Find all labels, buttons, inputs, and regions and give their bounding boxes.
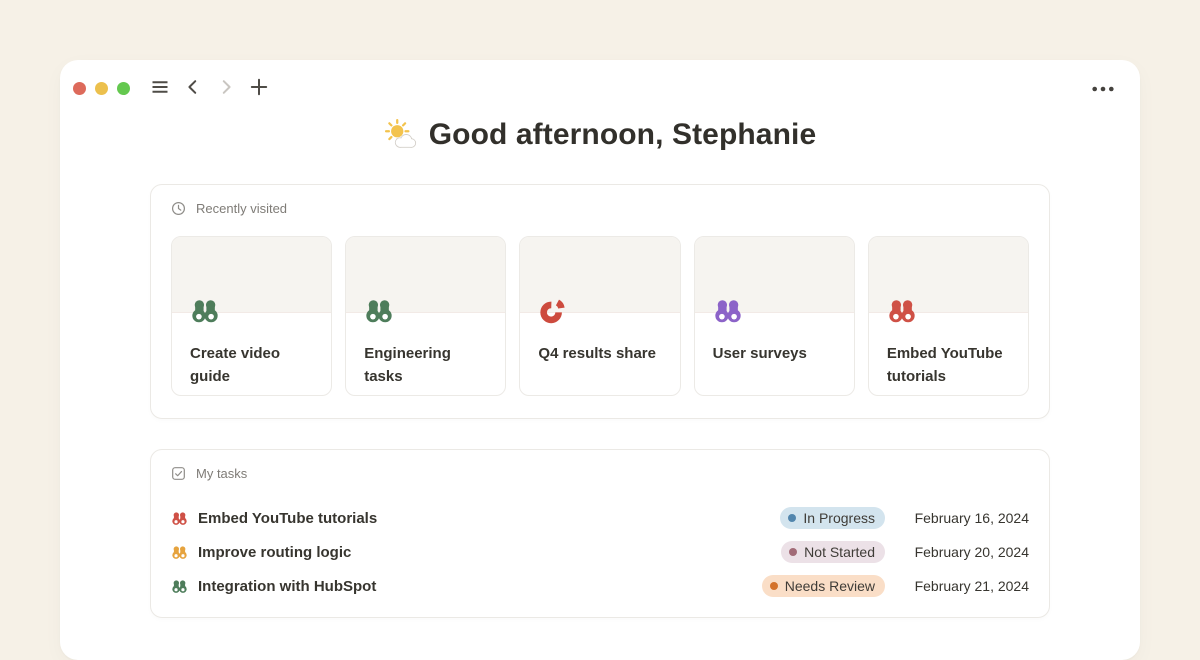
card-title: Create video guide	[190, 345, 281, 385]
my-tasks-header: My tasks	[171, 466, 1029, 481]
menu-button[interactable]	[147, 75, 173, 101]
more-options-button[interactable]	[1090, 75, 1116, 101]
card-title: User surveys	[712, 345, 807, 362]
donut-chart-icon	[538, 296, 568, 326]
recent-card[interactable]: Q4 results share	[519, 236, 681, 396]
task-title[interactable]: Embed YouTube tutorials	[198, 509, 378, 527]
hamburger-menu-icon	[150, 77, 170, 100]
task-row: Integration with HubSpot Needs Review Fe…	[171, 569, 1029, 603]
task-title[interactable]: Improve routing logic	[198, 543, 352, 561]
window-chrome	[60, 60, 1140, 103]
task-due-date[interactable]: February 21, 2024	[914, 578, 1029, 594]
task-due-date[interactable]: February 20, 2024	[914, 544, 1029, 560]
traffic-lights	[73, 81, 130, 95]
recent-card[interactable]: Embed YouTube tutorials	[867, 236, 1030, 396]
close-window-button[interactable]	[73, 81, 86, 95]
chevron-left-icon	[184, 78, 202, 99]
ellipsis-icon	[1091, 81, 1115, 96]
recently-visited-section: Recently visited Create video guide Engi…	[150, 184, 1050, 419]
recently-visited-header: Recently visited	[171, 201, 1029, 216]
forward-button[interactable]	[213, 75, 239, 101]
nav-buttons	[147, 75, 272, 101]
card-title: Embed YouTube tutorials	[886, 345, 1003, 385]
clock-icon	[171, 201, 186, 216]
card-title: Engineering tasks	[364, 345, 451, 385]
recent-card[interactable]: Create video guide	[171, 236, 333, 396]
binoculars-icon	[713, 296, 743, 326]
status-dot	[789, 548, 798, 556]
checkbox-icon	[171, 466, 186, 481]
new-page-button[interactable]	[246, 75, 272, 101]
status-badge[interactable]: Needs Review	[761, 575, 885, 597]
recent-card[interactable]: User surveys	[693, 236, 855, 396]
task-row: Improve routing logic Not Started Februa…	[171, 535, 1029, 569]
binoculars-icon	[171, 544, 188, 561]
my-tasks-label: My tasks	[196, 466, 248, 481]
minimize-window-button[interactable]	[95, 81, 108, 95]
binoculars-icon	[171, 578, 188, 595]
binoculars-icon	[171, 510, 188, 527]
chevron-right-icon	[217, 78, 235, 99]
task-due-date[interactable]: February 16, 2024	[914, 510, 1029, 526]
card-cover	[520, 237, 680, 313]
status-label: Needs Review	[784, 578, 875, 594]
status-dot	[788, 514, 797, 522]
status-badge[interactable]: In Progress	[780, 507, 885, 529]
recent-card[interactable]: Engineering tasks	[345, 236, 507, 396]
greeting-text: Good afternoon, Stephanie	[428, 118, 817, 151]
status-label: In Progress	[803, 510, 875, 526]
my-tasks-section: My tasks Embed YouTube tutorials In Prog…	[150, 449, 1050, 618]
task-title[interactable]: Integration with HubSpot	[198, 577, 377, 595]
back-button[interactable]	[180, 75, 206, 101]
status-badge[interactable]: Not Started	[781, 541, 885, 563]
recently-visited-label: Recently visited	[196, 201, 288, 216]
status-label: Not Started	[804, 544, 875, 560]
status-dot	[769, 582, 778, 590]
card-title: Q4 results share	[538, 345, 656, 362]
plus-icon	[249, 77, 269, 100]
binoculars-icon	[364, 296, 394, 326]
binoculars-icon	[190, 296, 220, 326]
recently-visited-cards: Create video guide Engineering tasks Q4 …	[171, 236, 1030, 396]
app-window: Good afternoon, Stephanie Recently visit…	[60, 60, 1140, 660]
sun-behind-small-cloud-icon	[384, 118, 418, 152]
zoom-window-button[interactable]	[117, 81, 130, 95]
binoculars-icon	[887, 296, 917, 326]
task-row: Embed YouTube tutorials In Progress Febr…	[171, 501, 1029, 535]
task-rows: Embed YouTube tutorials In Progress Febr…	[171, 501, 1029, 603]
page-title: Good afternoon, Stephanie	[60, 117, 1140, 153]
